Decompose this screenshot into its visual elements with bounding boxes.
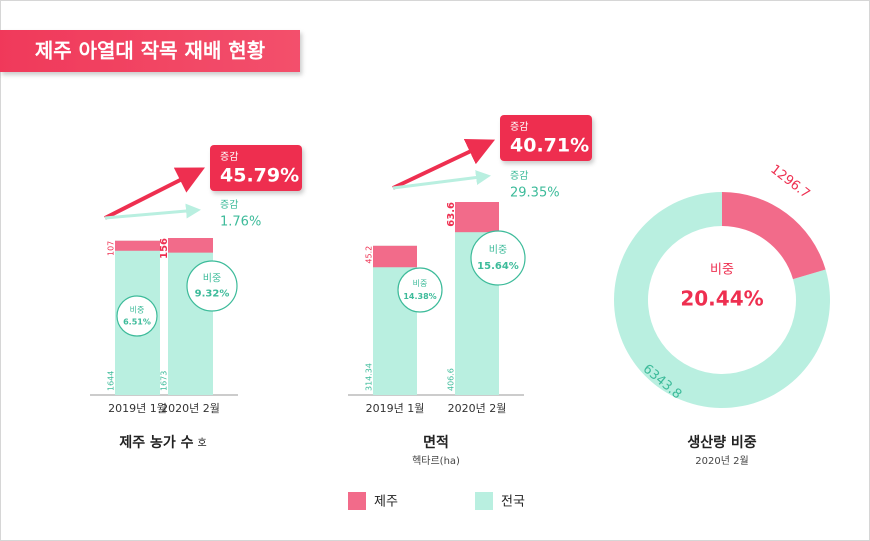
share-label: 비중 [203, 273, 221, 285]
legend-swatch [348, 492, 366, 510]
bar-national [373, 245, 417, 395]
x-tick-label: 2019년 1월 [366, 402, 425, 415]
title-badge [0, 30, 300, 72]
bar-jeju [168, 238, 213, 253]
share-value: 15.64% [477, 261, 519, 272]
change-box [500, 115, 592, 161]
legend-label: 전국 [501, 495, 525, 510]
page-title: 제주 아열대 작목 재배 현황 [35, 39, 266, 63]
legend-label: 제주 [374, 495, 398, 510]
arrow [104, 203, 201, 220]
share-label: 비중 [130, 306, 145, 315]
value-label: 63.6 [446, 202, 457, 227]
share-circle [186, 260, 238, 312]
share-circle [470, 230, 526, 286]
share-value: 14.38% [403, 292, 436, 301]
chart-title: 면적 [423, 434, 449, 451]
x-tick-label: 2019년 1월 [108, 402, 167, 415]
donut-national [614, 192, 830, 408]
value-label: 45.2 [365, 246, 374, 264]
share-value: 9.32% [195, 289, 230, 300]
value-label: 107 [107, 241, 116, 256]
share-circle [116, 295, 158, 337]
change-label: 증감 [220, 151, 238, 163]
center-value: 20.44% [680, 287, 763, 311]
share-label: 비중 [489, 244, 507, 256]
change-value: 40.71% [510, 135, 589, 157]
center-label: 비중 [710, 263, 734, 278]
value-label: 1644 [107, 371, 116, 391]
change-label: 증감 [220, 199, 238, 211]
chart-title: 생산량 비중 [687, 434, 756, 451]
arrow [392, 170, 491, 190]
chart-subtitle: 2020년 2월 [695, 455, 748, 467]
bar-jeju [455, 202, 499, 233]
arrow [104, 167, 205, 220]
chart-title-text: 면적 [423, 434, 449, 451]
share-circle [397, 267, 443, 313]
bar-jeju [115, 240, 160, 251]
legend-swatch [475, 492, 493, 510]
change-label: 증감 [510, 121, 528, 133]
x-tick-label: 2020년 2월 [448, 402, 507, 415]
share-value: 6.51% [123, 318, 151, 327]
arrow [392, 138, 496, 190]
chart-title-text: 제주 농가 수 [119, 435, 193, 451]
value-label: 156 [159, 238, 170, 259]
chart-title: 제주 농가 수 호 [119, 435, 206, 451]
change-value: 45.79% [220, 165, 299, 187]
change-value: 29.35% [510, 186, 560, 201]
share-label: 비중 [413, 279, 428, 288]
donut-jeju [722, 192, 826, 280]
unit: 호 [197, 437, 206, 449]
chart-subtitle: 헥타르(ha) [412, 455, 460, 467]
value-label: 406.6 [447, 368, 456, 391]
change-label: 증감 [510, 170, 528, 182]
x-tick-label: 2020년 2월 [161, 402, 220, 415]
change-box [210, 145, 302, 191]
bar-jeju [373, 245, 417, 268]
change-value: 1.76% [220, 215, 261, 230]
value-label: 1673 [160, 371, 169, 391]
value-label: 314.34 [365, 363, 374, 391]
